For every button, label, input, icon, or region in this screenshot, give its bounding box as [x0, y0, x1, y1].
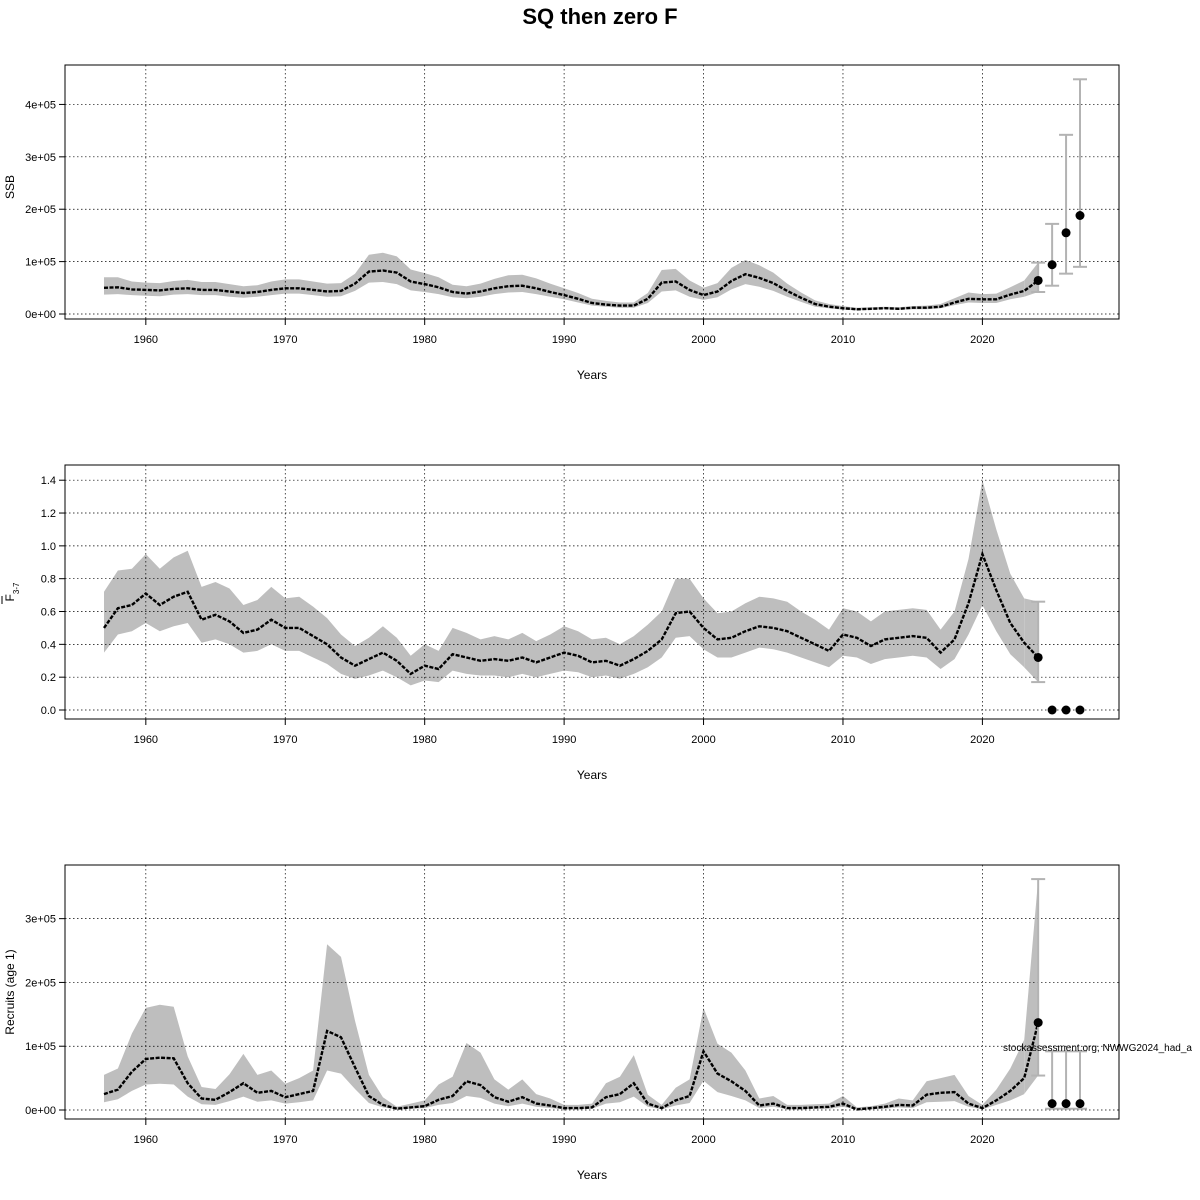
confidence-band	[104, 944, 1025, 1110]
x-tick-label: 2020	[970, 334, 994, 346]
y-axis-label: SSB	[3, 175, 17, 199]
projection-point	[1033, 275, 1043, 285]
projection-point	[1047, 260, 1057, 270]
projection-point	[1061, 1099, 1071, 1109]
y-tick-label: 1e+05	[25, 257, 56, 269]
confidence-band	[104, 252, 1025, 311]
x-axis-label: Years	[577, 368, 607, 382]
y-tick-label: 1.4	[41, 475, 56, 487]
y-tick-label: 3e+05	[25, 914, 56, 926]
x-tick-label: 1990	[552, 334, 576, 346]
watermark: stockassessment.org, NWWG2024_had_a	[1003, 1043, 1192, 1054]
panel-ssb: 1960 1970 1980 1990 2000 2010 2020 0e+00 1e+05 2e…	[3, 64, 1120, 382]
estimate-line	[103, 550, 1040, 676]
projection-point	[1047, 1099, 1057, 1109]
x-tick-label: 2020	[970, 1134, 994, 1146]
plot-frame	[64, 64, 1120, 320]
confidence-band-bridge	[1024, 879, 1039, 1095]
projection-point	[1033, 1018, 1043, 1028]
y-tick-label: 0.4	[41, 639, 56, 651]
x-axis-label: Years	[577, 768, 607, 782]
y-tick-label: 2e+05	[25, 977, 56, 989]
y-tick-label: 0.0	[41, 705, 56, 717]
x-tick-label: 2000	[691, 334, 715, 346]
x-tick-label: 2000	[691, 734, 715, 746]
x-tick-label: 1960	[134, 1134, 158, 1146]
estimate-line	[103, 1022, 1040, 1111]
y-axis-label: Recruits (age 1)	[3, 949, 17, 1034]
x-tick-label: 1960	[134, 734, 158, 746]
y-tick-label: 0.6	[41, 607, 56, 619]
y-tick-label: 2e+05	[25, 204, 56, 216]
y-tick-label: 0e+00	[25, 1105, 56, 1117]
projection-point	[1061, 228, 1071, 238]
x-tick-label: 1970	[273, 334, 297, 346]
chart-title: SQ then zero F	[522, 4, 677, 29]
panel-fbar: 1960 1970 1980 1990 2000 2010 2020 0.0 0.2 0.4 0.6…	[1, 464, 1120, 782]
x-tick-label: 2010	[831, 334, 855, 346]
y-tick-label: 0.2	[41, 672, 56, 684]
projection-point	[1047, 705, 1057, 715]
x-tick-label: 2010	[831, 734, 855, 746]
x-tick-label: 2010	[831, 1134, 855, 1146]
projection-point	[1033, 652, 1043, 662]
x-tick-label: 1980	[412, 734, 436, 746]
confidence-band	[104, 480, 1025, 686]
projection-point	[1075, 211, 1085, 221]
x-tick-label: 1990	[552, 734, 576, 746]
plot-frame	[64, 464, 1120, 720]
y-tick-label: 1.0	[41, 541, 56, 553]
x-tick-label: 2000	[691, 1134, 715, 1146]
y-tick-label: 4e+05	[25, 99, 56, 111]
plot-frame	[64, 864, 1120, 1120]
estimate-line	[103, 269, 1039, 311]
x-tick-label: 1980	[412, 1134, 436, 1146]
panels: 1960 1970 1980 1990 2000 2010 2020 0e+00 1e+05 2e…	[1, 64, 1120, 1182]
projection-point	[1075, 1099, 1085, 1109]
y-axis-label: F3-7	[3, 582, 21, 601]
x-tick-label: 1970	[273, 1134, 297, 1146]
x-tick-label: 1980	[412, 334, 436, 346]
x-axis-label: Years	[577, 1168, 607, 1182]
confidence-band-bridge	[1024, 598, 1039, 683]
y-tick-label: 0e+00	[25, 309, 56, 321]
panel-recruits: 1960 1970 1980 1990 2000 2010 2020 0e+00 1e+05 2e…	[3, 864, 1120, 1182]
x-tick-label: 1990	[552, 1134, 576, 1146]
projection-point	[1061, 705, 1071, 715]
y-tick-label: 3e+05	[25, 152, 56, 164]
y-tick-label: 0.8	[41, 574, 56, 586]
projection-point	[1075, 705, 1085, 715]
y-tick-label: 1e+05	[25, 1041, 56, 1053]
y-axis-label-subscript: 3-7	[12, 582, 21, 594]
x-tick-label: 2020	[970, 734, 994, 746]
y-tick-label: 1.2	[41, 508, 56, 520]
x-tick-label: 1970	[273, 734, 297, 746]
x-tick-label: 1960	[134, 334, 158, 346]
